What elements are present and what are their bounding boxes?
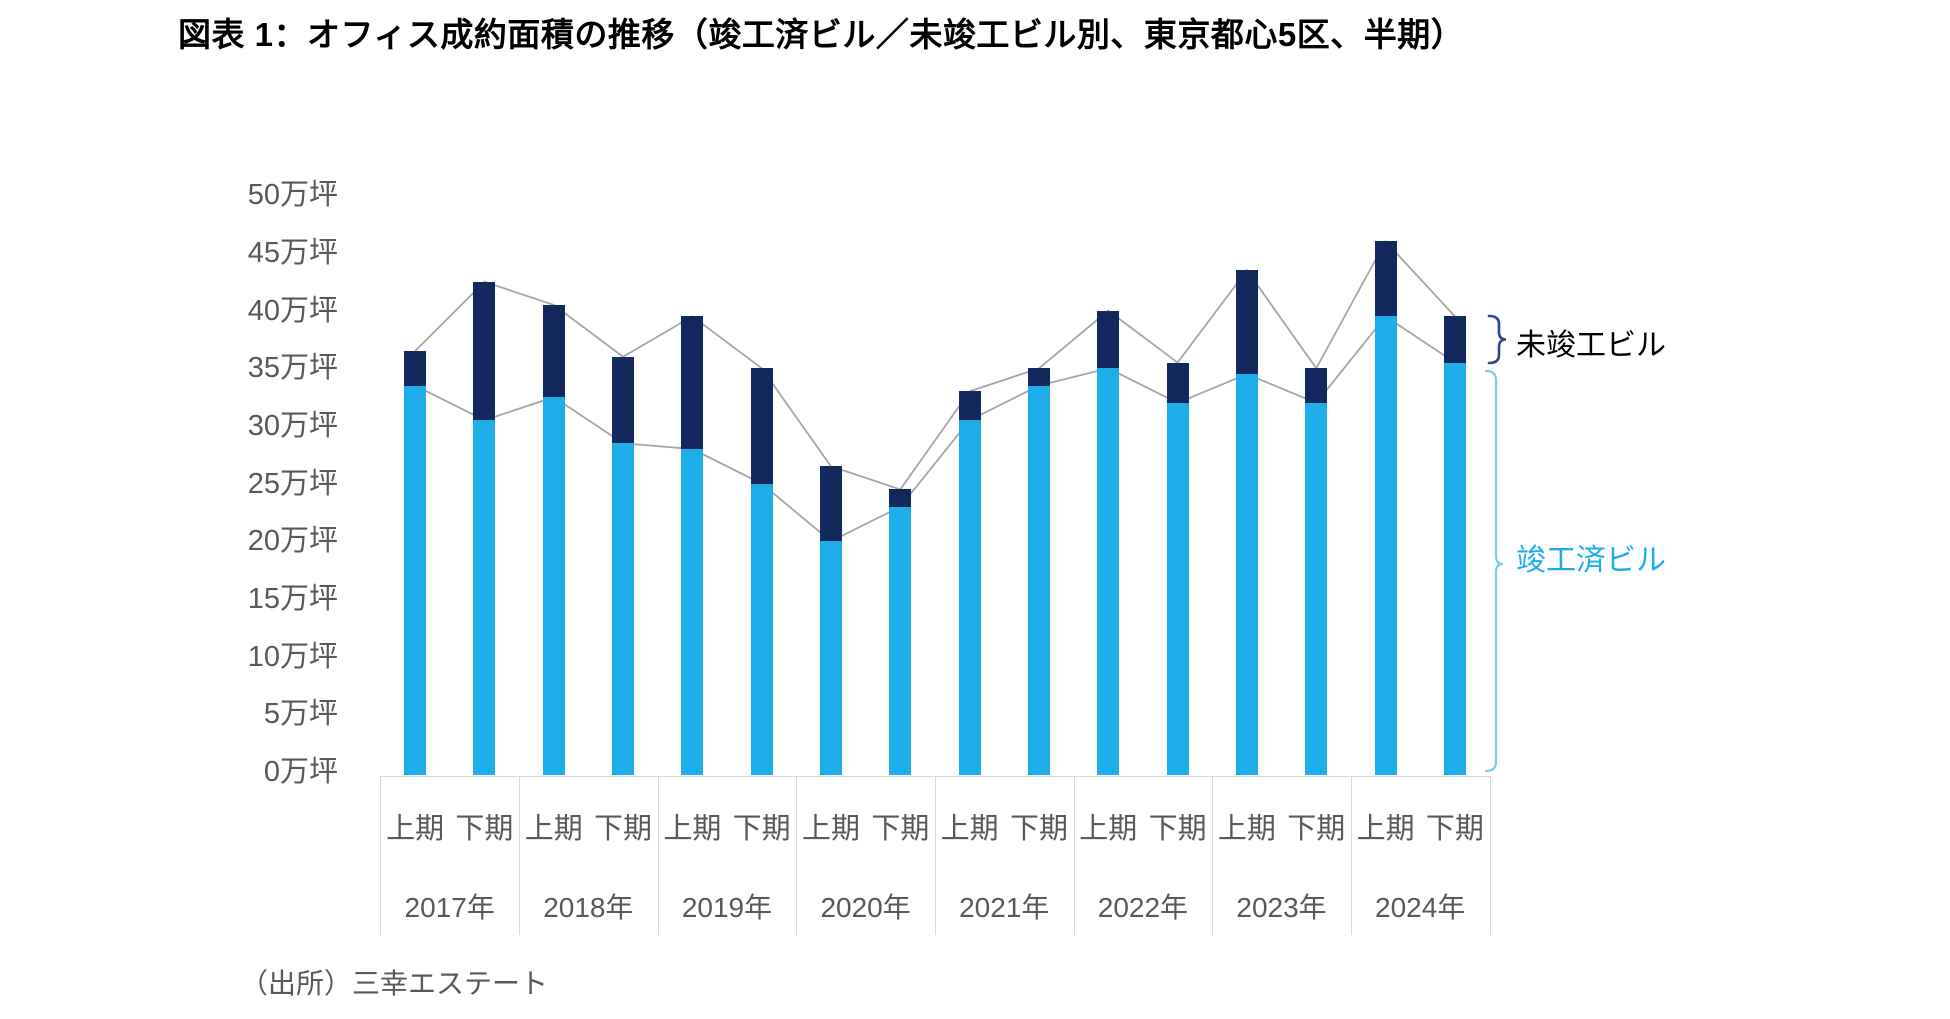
bar-segment-completed bbox=[1235, 374, 1258, 776]
bar-segment-incomplete bbox=[958, 391, 981, 421]
x-half-label: 下期 bbox=[1009, 813, 1068, 845]
bar-segment-incomplete bbox=[1443, 316, 1466, 363]
x-half-label: 上期 bbox=[1356, 813, 1415, 845]
bar-segment-completed bbox=[958, 420, 981, 776]
x-year-label: 2022年 bbox=[1097, 892, 1189, 923]
y-tick-label: 0万坪 bbox=[263, 756, 338, 788]
x-half-label: 下期 bbox=[732, 813, 791, 845]
x-year-label: 2018年 bbox=[543, 892, 634, 923]
y-tick-label: 35万坪 bbox=[247, 352, 338, 385]
bar-segment-incomplete bbox=[473, 281, 496, 421]
bar-segment-incomplete bbox=[889, 489, 912, 507]
x-half-label: 上期 bbox=[802, 813, 861, 845]
table-border bbox=[1489, 775, 1491, 935]
x-year-label: 2024年 bbox=[1375, 892, 1466, 923]
bar-segment-completed bbox=[404, 385, 427, 776]
bar-segment-completed bbox=[681, 449, 704, 776]
bar-segment-incomplete bbox=[1166, 362, 1189, 403]
x-year-label: 2023年 bbox=[1236, 892, 1327, 923]
bar-segment-incomplete bbox=[820, 466, 843, 542]
bar-segment-completed bbox=[1097, 368, 1120, 776]
x-year-label: 2017年 bbox=[404, 892, 495, 923]
x-half-label: 下期 bbox=[871, 813, 930, 845]
bar-segment-incomplete bbox=[750, 368, 773, 484]
x-half-label: 下期 bbox=[1148, 813, 1207, 845]
x-half-label: 下期 bbox=[594, 813, 653, 845]
bar-segment-incomplete bbox=[404, 351, 427, 386]
bar-segment-completed bbox=[1305, 402, 1328, 776]
table-border bbox=[1073, 775, 1075, 935]
x-half-label: 下期 bbox=[1287, 813, 1346, 845]
bar-segment-incomplete bbox=[1235, 270, 1258, 375]
y-tick-label: 15万坪 bbox=[247, 582, 338, 615]
bar-segment-completed bbox=[473, 420, 496, 776]
table-border bbox=[1350, 775, 1352, 935]
bar-segment-completed bbox=[820, 541, 843, 776]
y-tick-label: 50万坪 bbox=[247, 179, 338, 212]
bar-segment-completed bbox=[612, 443, 635, 776]
completed-brace-icon bbox=[1484, 369, 1504, 773]
legend-incomplete-label: 未竣工ビル bbox=[1516, 329, 1666, 362]
y-tick-label: 30万坪 bbox=[247, 409, 338, 442]
bar-segment-incomplete bbox=[542, 304, 565, 398]
x-half-label: 上期 bbox=[1217, 813, 1276, 845]
bar-segment-completed bbox=[750, 483, 773, 776]
y-tick-label: 45万坪 bbox=[247, 236, 338, 269]
bar-segment-completed bbox=[1374, 316, 1397, 776]
completed-tops-connector-line bbox=[414, 315, 1456, 543]
x-half-label: 上期 bbox=[1079, 813, 1138, 845]
y-tick-label: 10万坪 bbox=[247, 640, 338, 673]
x-half-label: 上期 bbox=[386, 813, 445, 845]
bar-segment-completed bbox=[889, 506, 912, 776]
bar-segment-completed bbox=[1166, 402, 1189, 776]
legend-completed-label: 竣工済ビル bbox=[1516, 544, 1666, 577]
incomplete-brace-icon bbox=[1487, 314, 1507, 365]
x-half-label: 上期 bbox=[940, 813, 999, 845]
x-year-label: 2019年 bbox=[681, 892, 773, 923]
bar-segment-completed bbox=[1443, 362, 1466, 776]
bar-segment-incomplete bbox=[1374, 241, 1397, 317]
chart-title: 図表 1：オフィス成約面積の推移（竣工済ビル／未竣工ビル別、東京都心5区、半期） bbox=[178, 16, 1465, 53]
x-half-label: 下期 bbox=[455, 813, 514, 845]
table-border bbox=[519, 775, 521, 935]
table-border bbox=[380, 775, 382, 935]
y-tick-label: 25万坪 bbox=[247, 467, 338, 500]
table-border bbox=[934, 775, 936, 935]
y-tick-label: 40万坪 bbox=[247, 294, 338, 327]
table-border bbox=[1212, 775, 1214, 935]
table-border bbox=[657, 775, 659, 935]
table-border bbox=[796, 775, 798, 935]
bar-segment-completed bbox=[1027, 385, 1050, 776]
x-half-label: 上期 bbox=[663, 813, 722, 845]
x-half-label: 下期 bbox=[1425, 813, 1484, 845]
x-year-label: 2020年 bbox=[820, 892, 911, 923]
y-tick-label: 20万坪 bbox=[247, 525, 338, 558]
x-year-label: 2021年 bbox=[959, 892, 1050, 923]
source-note: （出所）三幸エステート bbox=[240, 968, 549, 999]
bar-segment-incomplete bbox=[612, 356, 635, 444]
table-top-border bbox=[380, 775, 1490, 777]
bar-segment-incomplete bbox=[1097, 310, 1120, 369]
bar-segment-completed bbox=[542, 397, 565, 776]
x-half-label: 上期 bbox=[524, 813, 583, 845]
bar-segment-incomplete bbox=[1305, 368, 1328, 403]
totals-connector-line bbox=[414, 239, 1456, 491]
bar-segment-incomplete bbox=[1027, 368, 1050, 386]
y-tick-label: 5万坪 bbox=[263, 698, 338, 731]
bar-segment-incomplete bbox=[681, 316, 704, 450]
